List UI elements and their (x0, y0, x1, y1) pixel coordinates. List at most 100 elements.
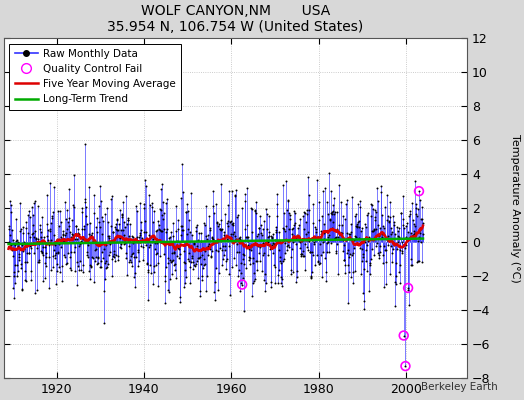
Y-axis label: Temperature Anomaly (°C): Temperature Anomaly (°C) (510, 134, 520, 282)
Point (276, 254, 284, 260)
Point (255, 224, 264, 231)
Point (210, 240, 219, 246)
Point (10, 272, 18, 279)
Point (210, 289, 219, 295)
Point (368, 228, 376, 234)
Point (391, 279, 399, 286)
Point (372, 209, 380, 215)
Point (79, 236, 88, 242)
Point (236, 234, 244, 240)
Point (354, 201, 363, 208)
Point (265, 232, 274, 239)
Point (58, 263, 66, 269)
Point (16, 228, 25, 234)
Point (352, 234, 360, 240)
Point (74, 230, 83, 236)
Point (25, 250, 34, 256)
Point (314, 261, 323, 267)
Point (230, 229, 238, 235)
Point (60, 237, 69, 244)
Point (323, 199, 331, 205)
Point (295, 237, 303, 243)
Point (79, 262, 87, 268)
Point (136, 200, 144, 206)
Point (221, 211, 229, 218)
Point (412, 212, 421, 219)
Point (126, 257, 134, 263)
Point (282, 223, 290, 230)
Point (77, 238, 85, 245)
Point (285, 226, 293, 232)
Point (368, 202, 377, 208)
Point (296, 216, 304, 222)
Point (237, 280, 245, 286)
Point (360, 298, 368, 304)
Point (342, 237, 350, 244)
Point (348, 252, 357, 258)
Point (78, 209, 86, 215)
Point (336, 231, 344, 238)
Point (84, 184, 93, 190)
Point (379, 284, 388, 290)
Point (129, 234, 137, 240)
Point (53, 208, 62, 214)
Point (170, 248, 179, 255)
Point (191, 263, 200, 270)
Point (366, 262, 374, 269)
Point (384, 212, 392, 219)
Point (220, 229, 228, 235)
Point (149, 236, 158, 242)
Point (297, 251, 305, 258)
Point (365, 287, 373, 294)
Point (241, 226, 249, 232)
Point (328, 225, 336, 232)
Point (204, 241, 213, 247)
Point (267, 279, 275, 285)
Point (271, 237, 279, 243)
Point (123, 272, 131, 278)
Point (63, 207, 72, 214)
Point (318, 274, 326, 280)
Point (172, 202, 180, 209)
Point (215, 270, 223, 277)
Point (385, 219, 393, 225)
Point (236, 270, 245, 276)
Point (240, 261, 248, 268)
Point (118, 199, 127, 206)
Point (66, 229, 74, 235)
Point (384, 232, 392, 239)
Point (390, 242, 398, 249)
Point (336, 199, 345, 205)
Point (246, 254, 254, 261)
Point (167, 258, 176, 264)
Point (304, 229, 312, 235)
Point (124, 217, 132, 223)
Point (171, 275, 180, 281)
Point (139, 228, 148, 235)
Point (116, 207, 124, 213)
Point (220, 232, 228, 238)
Point (364, 236, 372, 242)
Point (272, 229, 280, 235)
Point (332, 247, 341, 254)
Point (331, 234, 339, 241)
Point (213, 220, 221, 226)
Point (89, 238, 97, 245)
Point (220, 252, 228, 258)
Point (315, 198, 323, 205)
Point (68, 231, 76, 237)
Point (291, 220, 299, 226)
Point (354, 219, 362, 226)
Point (200, 256, 208, 262)
Point (383, 216, 391, 223)
Point (163, 196, 171, 202)
Point (367, 201, 375, 207)
Point (252, 210, 260, 216)
Point (310, 239, 318, 245)
Point (101, 260, 109, 266)
Point (319, 249, 328, 255)
Point (238, 274, 247, 281)
Point (165, 289, 173, 296)
Point (165, 234, 173, 241)
Point (342, 230, 351, 236)
